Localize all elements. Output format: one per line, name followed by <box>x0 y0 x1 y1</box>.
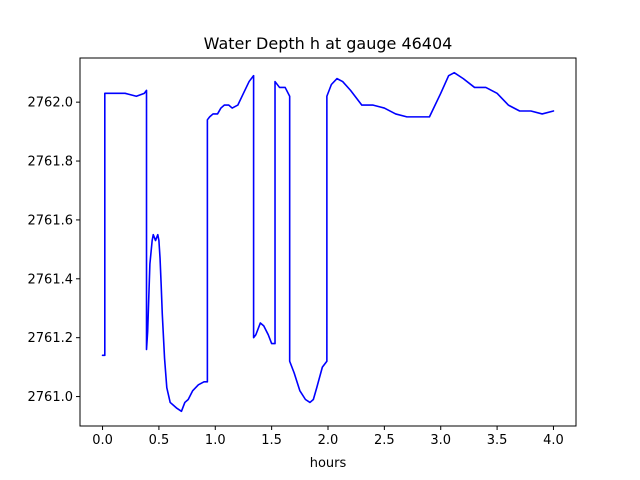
x-tick-label: 2.5 <box>374 433 395 448</box>
x-tick-label: 0.5 <box>149 433 170 448</box>
y-tick-label: 2761.6 <box>28 213 74 228</box>
chart-title: Water Depth h at gauge 46404 <box>204 34 453 53</box>
y-tick-label: 2762.0 <box>28 96 74 111</box>
series-line-0 <box>101 71 555 413</box>
y-tick-label: 2761.0 <box>28 390 74 405</box>
x-tick-label: 0.0 <box>92 433 113 448</box>
y-axis: 2761.0 2761.2 2761.4 2761.6 2761.8 2762.0 <box>28 96 80 405</box>
x-axis: 0.0 0.5 1.0 1.5 2.0 2.5 3.0 3.5 4.0 <box>92 426 564 448</box>
plot-area <box>101 71 555 413</box>
x-axis-label: hours <box>310 456 347 471</box>
x-tick-label: 1.0 <box>205 433 226 448</box>
y-tick-label: 2761.4 <box>28 272 74 287</box>
x-tick-label: 4.0 <box>543 433 564 448</box>
x-tick-label: 3.0 <box>430 433 451 448</box>
y-tick-label: 2761.8 <box>28 155 74 170</box>
x-tick-label: 2.0 <box>318 433 339 448</box>
y-tick-label: 2761.2 <box>28 331 74 346</box>
x-tick-label: 3.5 <box>487 433 508 448</box>
x-tick-label: 1.5 <box>261 433 282 448</box>
plot-frame <box>79 57 577 427</box>
